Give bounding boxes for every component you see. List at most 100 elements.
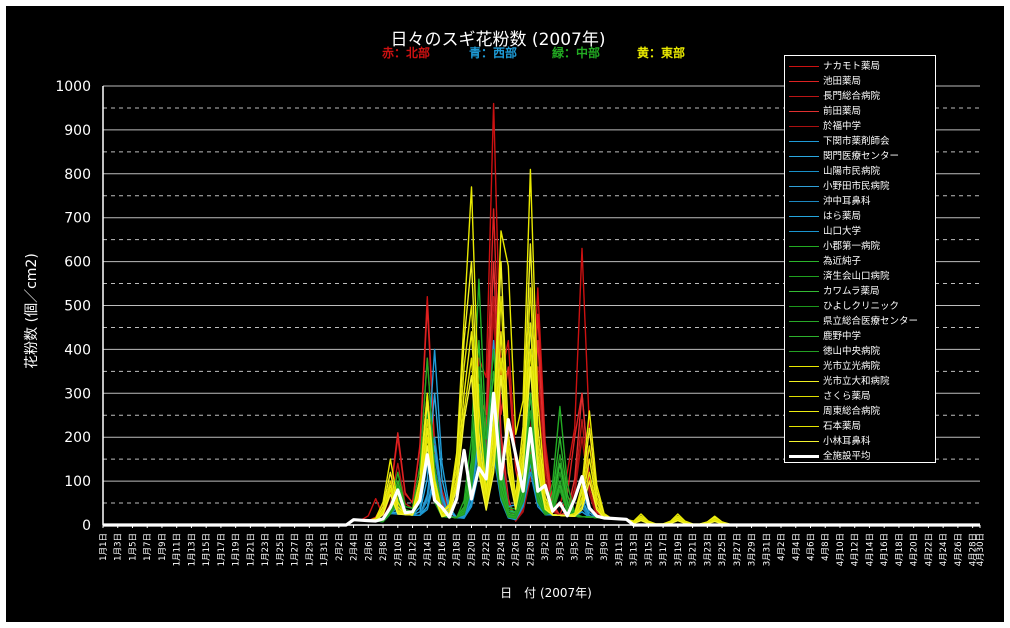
x-tick-label: 3月13日 [630, 533, 640, 566]
legend-label: 小野田市民病院 [823, 181, 890, 192]
legend-swatch [789, 411, 819, 412]
x-tick-label: 2月18日 [453, 533, 463, 566]
legend-swatch [789, 321, 819, 322]
legend-swatch [789, 291, 819, 292]
legend-item: 光市立光病院 [785, 359, 935, 374]
region-label: 赤：北部 [382, 45, 430, 60]
legend-swatch [789, 396, 819, 397]
y-tick-label: 800 [64, 167, 91, 183]
legend-label: 関門医療センター [823, 151, 900, 162]
legend-swatch [789, 96, 819, 97]
legend-swatch [789, 381, 819, 382]
legend-item: 県立総合医療センター [785, 314, 935, 329]
legend-label: 山口大学 [823, 226, 862, 237]
y-tick-label: 900 [64, 123, 91, 139]
legend-swatch [789, 171, 819, 172]
x-tick-label: 2月14日 [423, 533, 433, 566]
x-tick-label: 2月2日 [335, 533, 345, 561]
x-tick-label: 2月6日 [364, 533, 374, 561]
x-tick-label: 2月8日 [379, 533, 389, 561]
legend-swatch [789, 366, 819, 367]
legend-item: 沖中耳鼻科 [785, 194, 935, 209]
legend-item: ナカモト薬局 [785, 59, 935, 74]
legend-swatch [789, 336, 819, 337]
legend-item: 長門総合病院 [785, 89, 935, 104]
legend-item: 小郡第一病院 [785, 239, 935, 254]
x-tick-label: 3月15日 [644, 533, 654, 566]
legend-label: 光市立光病院 [823, 361, 881, 372]
legend-label: はら薬局 [823, 211, 862, 222]
legend-label: 長門総合病院 [823, 91, 881, 102]
x-tick-label: 4月2日 [777, 533, 787, 561]
legend-item: 石本薬局 [785, 419, 935, 434]
x-tick-label: 4月20日 [910, 533, 920, 566]
legend-swatch [789, 201, 819, 202]
legend-swatch [789, 351, 819, 352]
chart-title: 日々のスギ花粉数 (2007年) [391, 30, 606, 50]
legend-item: ひよしクリニック [785, 299, 935, 314]
x-tick-label: 2月10日 [394, 533, 404, 566]
legend-label: 山陽市民病院 [823, 166, 881, 177]
x-tick-label: 1月29日 [305, 533, 315, 566]
x-tick-label: 3月3日 [556, 533, 566, 561]
x-tick-label: 2月20日 [467, 533, 477, 566]
legend-label: 石本薬局 [823, 421, 862, 432]
x-tick-label: 4月4日 [792, 533, 802, 561]
legend-item: 為近純子 [785, 254, 935, 269]
x-tick-label: 4月30日 [976, 533, 986, 566]
x-tick-label: 2月22日 [482, 533, 492, 566]
legend: ナカモト薬局 池田薬局長門総合病院 前田薬局於福中学下関市薬剤師会 関門医療センター山… [784, 55, 936, 463]
legend-item: カワムラ薬局 [785, 284, 935, 299]
x-tick-label: 3月31日 [762, 533, 772, 566]
y-tick-label: 600 [64, 255, 91, 271]
x-tick-label: 3月21日 [689, 533, 699, 566]
legend-label: 沖中耳鼻科 [823, 196, 871, 207]
x-tick-label: 1月25日 [276, 533, 286, 566]
x-tick-label: 4月10日 [836, 533, 846, 566]
legend-item: 池田薬局 [785, 74, 935, 89]
y-tick-label: 0 [82, 518, 91, 534]
x-tick-label: 4月12日 [851, 533, 861, 566]
legend-label: 徳山中央病院 [823, 346, 881, 357]
legend-swatch [789, 66, 819, 67]
legend-swatch [789, 246, 819, 247]
x-tick-label: 1月7日 [143, 533, 153, 561]
y-tick-label: 400 [64, 342, 91, 358]
legend-swatch [789, 156, 819, 157]
x-tick-label: 1月5日 [128, 533, 138, 561]
legend-label: 済生会山口病院 [823, 271, 890, 282]
legend-swatch [789, 306, 819, 307]
legend-label: 光市立大和病院 [823, 376, 890, 387]
x-tick-label: 1月13日 [187, 533, 197, 566]
legend-swatch [789, 111, 819, 112]
x-tick-label: 2月16日 [438, 533, 448, 566]
x-tick-label: 4月24日 [939, 533, 949, 566]
x-tick-label: 4月16日 [880, 533, 890, 566]
x-tick-label: 4月8日 [821, 533, 831, 561]
legend-swatch [789, 261, 819, 262]
x-tick-label: 3月5日 [571, 533, 581, 561]
x-tick-label: 1月21日 [246, 533, 256, 566]
x-tick-label: 2月28日 [526, 533, 536, 566]
y-tick-label: 500 [64, 299, 91, 315]
x-tick-label: 4月22日 [924, 533, 934, 566]
x-tick-label: 3月7日 [585, 533, 595, 561]
x-tick-label: 2月4日 [350, 533, 360, 561]
x-tick-label: 2月26日 [512, 533, 522, 566]
y-tick-label: 1000 [55, 79, 91, 95]
y-tick-label: 100 [64, 474, 91, 490]
legend-label: 下関市薬剤師会 [823, 136, 890, 147]
x-tick-label: 4月18日 [895, 533, 905, 566]
x-tick-label: 2月12日 [409, 533, 419, 566]
region-label: 青：西部 [469, 45, 517, 60]
legend-label: 前田薬局 [823, 106, 862, 117]
legend-item: さくら薬局 [785, 389, 935, 404]
x-tick-label: 4月28日 [969, 533, 979, 566]
legend-label: 於福中学 [823, 121, 862, 132]
legend-item: 光市立大和病院 [785, 374, 935, 389]
legend-label: 小郡第一病院 [823, 241, 881, 252]
legend-item: 於福中学 [785, 119, 935, 134]
x-tick-label: 2月24日 [497, 533, 507, 566]
x-tick-label: 3月2日 [541, 533, 551, 561]
y-axis-label: 花粉数 (個／cm2) [24, 253, 40, 369]
